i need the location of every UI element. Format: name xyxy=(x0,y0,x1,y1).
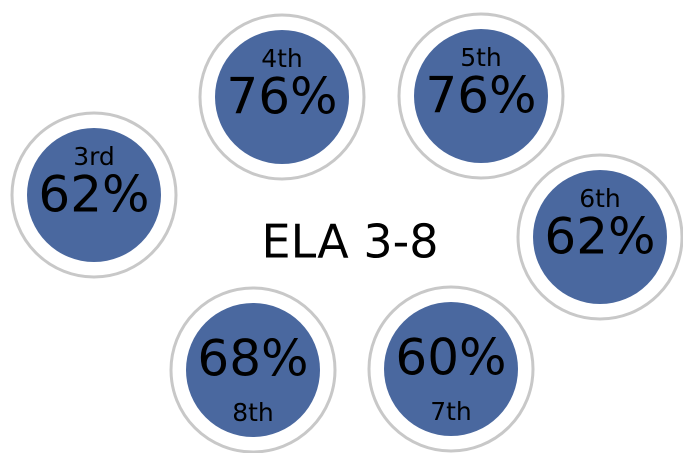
inner-circle xyxy=(533,170,667,304)
inner-circle xyxy=(27,128,161,262)
inner-circle xyxy=(186,303,320,437)
inner-circle xyxy=(215,30,349,164)
grade-label: 3rd xyxy=(73,142,115,171)
grade-value: 62% xyxy=(38,166,149,224)
grade-value: 60% xyxy=(395,329,506,387)
grade-label: 7th xyxy=(430,397,472,426)
grade-label: 6th xyxy=(579,184,621,213)
inner-circle xyxy=(384,302,518,436)
grade-label: 4th xyxy=(261,44,303,73)
grade-value: 62% xyxy=(544,208,655,266)
title: ELA 3-8 xyxy=(262,215,439,269)
grade-value: 68% xyxy=(197,330,308,388)
grade-value: 76% xyxy=(226,68,337,126)
grade-value: 76% xyxy=(425,67,536,125)
grade-label: 8th xyxy=(232,398,274,427)
inner-circle xyxy=(414,29,548,163)
grade-label: 5th xyxy=(460,43,502,72)
